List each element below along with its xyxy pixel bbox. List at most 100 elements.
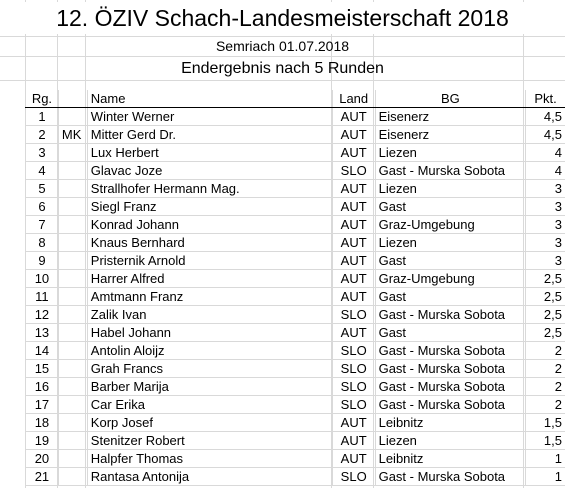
cell-land: AUT — [331, 233, 376, 252]
cell-rank: 4 — [25, 161, 59, 180]
grid-line — [0, 56, 565, 57]
cell-land: AUT — [331, 413, 376, 432]
cell-name: Pristernik Arnold — [86, 251, 333, 270]
table-row: 12 Zalik Ivan SLO Gast - Murska Sobota 2,5 — [25, 305, 565, 324]
cell-mk — [57, 107, 88, 126]
cell-bg: Gast - Murska Sobota — [374, 395, 526, 414]
page-title: 12. ÖZIV Schach-Landesmeisterschaft 2018 — [0, 2, 565, 34]
table-row: 17 Car Erika SLO Gast - Murska Sobota 2 — [25, 395, 565, 414]
cell-name: Lux Herbert — [86, 143, 333, 162]
cell-mk — [57, 269, 88, 288]
cell-mk — [57, 287, 88, 306]
cell-bg: Leibnitz — [374, 449, 526, 468]
table-row: 5 Strallhofer Hermann Mag. AUT Liezen 3 — [25, 179, 565, 198]
cell-rank: 1 — [25, 107, 59, 126]
cell-rank: 7 — [25, 215, 59, 234]
table-row: 19 Stenitzer Robert AUT Liezen 1,5 — [25, 431, 565, 450]
cell-rank: 20 — [25, 449, 59, 468]
cell-rank: 10 — [25, 269, 59, 288]
cell-rank: 9 — [25, 251, 59, 270]
cell-bg: Eisenerz — [374, 107, 526, 126]
table-row: 10 Harrer Alfred AUT Graz-Umgebung 2,5 — [25, 269, 565, 288]
cell-rank: 13 — [25, 323, 59, 342]
cell-bg: Gast - Murska Sobota — [374, 359, 526, 378]
cell-land: AUT — [331, 107, 376, 126]
cell-points: 4,5 — [525, 107, 565, 126]
cell-mk — [57, 251, 88, 270]
cell-land: AUT — [331, 215, 376, 234]
table-row: 8 Knaus Bernhard AUT Liezen 3 — [25, 233, 565, 252]
event-date: Semriach 01.07.2018 — [215, 38, 350, 54]
cell-rank: 6 — [25, 197, 59, 216]
table-body: 1 Winter Werner AUT Eisenerz 4,5 2 MK Mitter Ge… — [25, 107, 565, 486]
cell-points: 2 — [525, 359, 565, 378]
cell-land: SLO — [331, 467, 376, 486]
cell-name: Mitter Gerd Dr. — [86, 125, 333, 144]
cell-name: Grah Francs — [86, 359, 333, 378]
cell-land: AUT — [331, 287, 376, 306]
cell-name: Strallhofer Hermann Mag. — [86, 179, 333, 198]
cell-points: 4,5 — [525, 125, 565, 144]
cell-land: SLO — [331, 395, 376, 414]
cell-land: SLO — [331, 359, 376, 378]
cell-bg: Liezen — [374, 179, 526, 198]
cell-mk — [57, 431, 88, 450]
table-row: 13 Habel Johann AUT Gast 2,5 — [25, 323, 565, 342]
cell-land: AUT — [331, 449, 376, 468]
cell-name: Siegl Franz — [86, 197, 333, 216]
cell-land: AUT — [331, 143, 376, 162]
cell-name: Halpfer Thomas — [86, 449, 333, 468]
col-mk — [57, 90, 88, 108]
table-row: 20 Halpfer Thomas AUT Leibnitz 1 — [25, 449, 565, 468]
cell-land: SLO — [331, 341, 376, 360]
cell-bg: Gast - Murska Sobota — [374, 341, 526, 360]
cell-name: Habel Johann — [86, 323, 333, 342]
cell-rank: 16 — [25, 377, 59, 396]
col-land: Land — [331, 90, 376, 108]
cell-mk — [57, 161, 88, 180]
cell-name: Knaus Bernhard — [86, 233, 333, 252]
cell-points: 3 — [525, 215, 565, 234]
cell-land: AUT — [331, 251, 376, 270]
cell-bg: Gast - Murska Sobota — [374, 467, 526, 486]
cell-name: Rantasa Antonija — [86, 467, 333, 486]
cell-mk — [57, 395, 88, 414]
cell-mk — [57, 377, 88, 396]
cell-mk: MK — [57, 125, 88, 144]
cell-bg: Gast — [374, 287, 526, 306]
cell-mk — [57, 179, 88, 198]
cell-rank: 12 — [25, 305, 59, 324]
cell-rank: 21 — [25, 467, 59, 486]
table-row: 6 Siegl Franz AUT Gast 3 — [25, 197, 565, 216]
col-rank: Rg. — [25, 90, 59, 108]
cell-bg: Gast — [374, 197, 526, 216]
cell-land: AUT — [331, 125, 376, 144]
cell-name: Stenitzer Robert — [86, 431, 333, 450]
table-header: Rg. Name Land BG Pkt. — [25, 90, 565, 108]
cell-mk — [57, 449, 88, 468]
cell-points: 1,5 — [525, 413, 565, 432]
page-subtitle: Endergebnis nach 5 Runden — [181, 60, 384, 77]
table-row: 1 Winter Werner AUT Eisenerz 4,5 — [25, 107, 565, 126]
cell-rank: 5 — [25, 179, 59, 198]
cell-rank: 15 — [25, 359, 59, 378]
col-bg: BG — [374, 90, 526, 108]
grid-line — [0, 80, 565, 81]
cell-points: 1,5 — [525, 431, 565, 450]
cell-bg: Graz-Umgebung — [374, 215, 526, 234]
cell-land: AUT — [331, 323, 376, 342]
cell-bg: Eisenerz — [374, 125, 526, 144]
grid-line — [0, 36, 565, 37]
cell-points: 2,5 — [525, 323, 565, 342]
table-row: 2 MK Mitter Gerd Dr. AUT Eisenerz 4,5 — [25, 125, 565, 144]
cell-mk — [57, 305, 88, 324]
cell-points: 1 — [525, 449, 565, 468]
cell-land: SLO — [331, 305, 376, 324]
cell-bg: Gast — [374, 323, 526, 342]
cell-name: Zalik Ivan — [86, 305, 333, 324]
cell-mk — [57, 467, 88, 486]
cell-rank: 18 — [25, 413, 59, 432]
cell-land: SLO — [331, 161, 376, 180]
cell-points: 2 — [525, 341, 565, 360]
col-points: Pkt. — [525, 90, 565, 108]
